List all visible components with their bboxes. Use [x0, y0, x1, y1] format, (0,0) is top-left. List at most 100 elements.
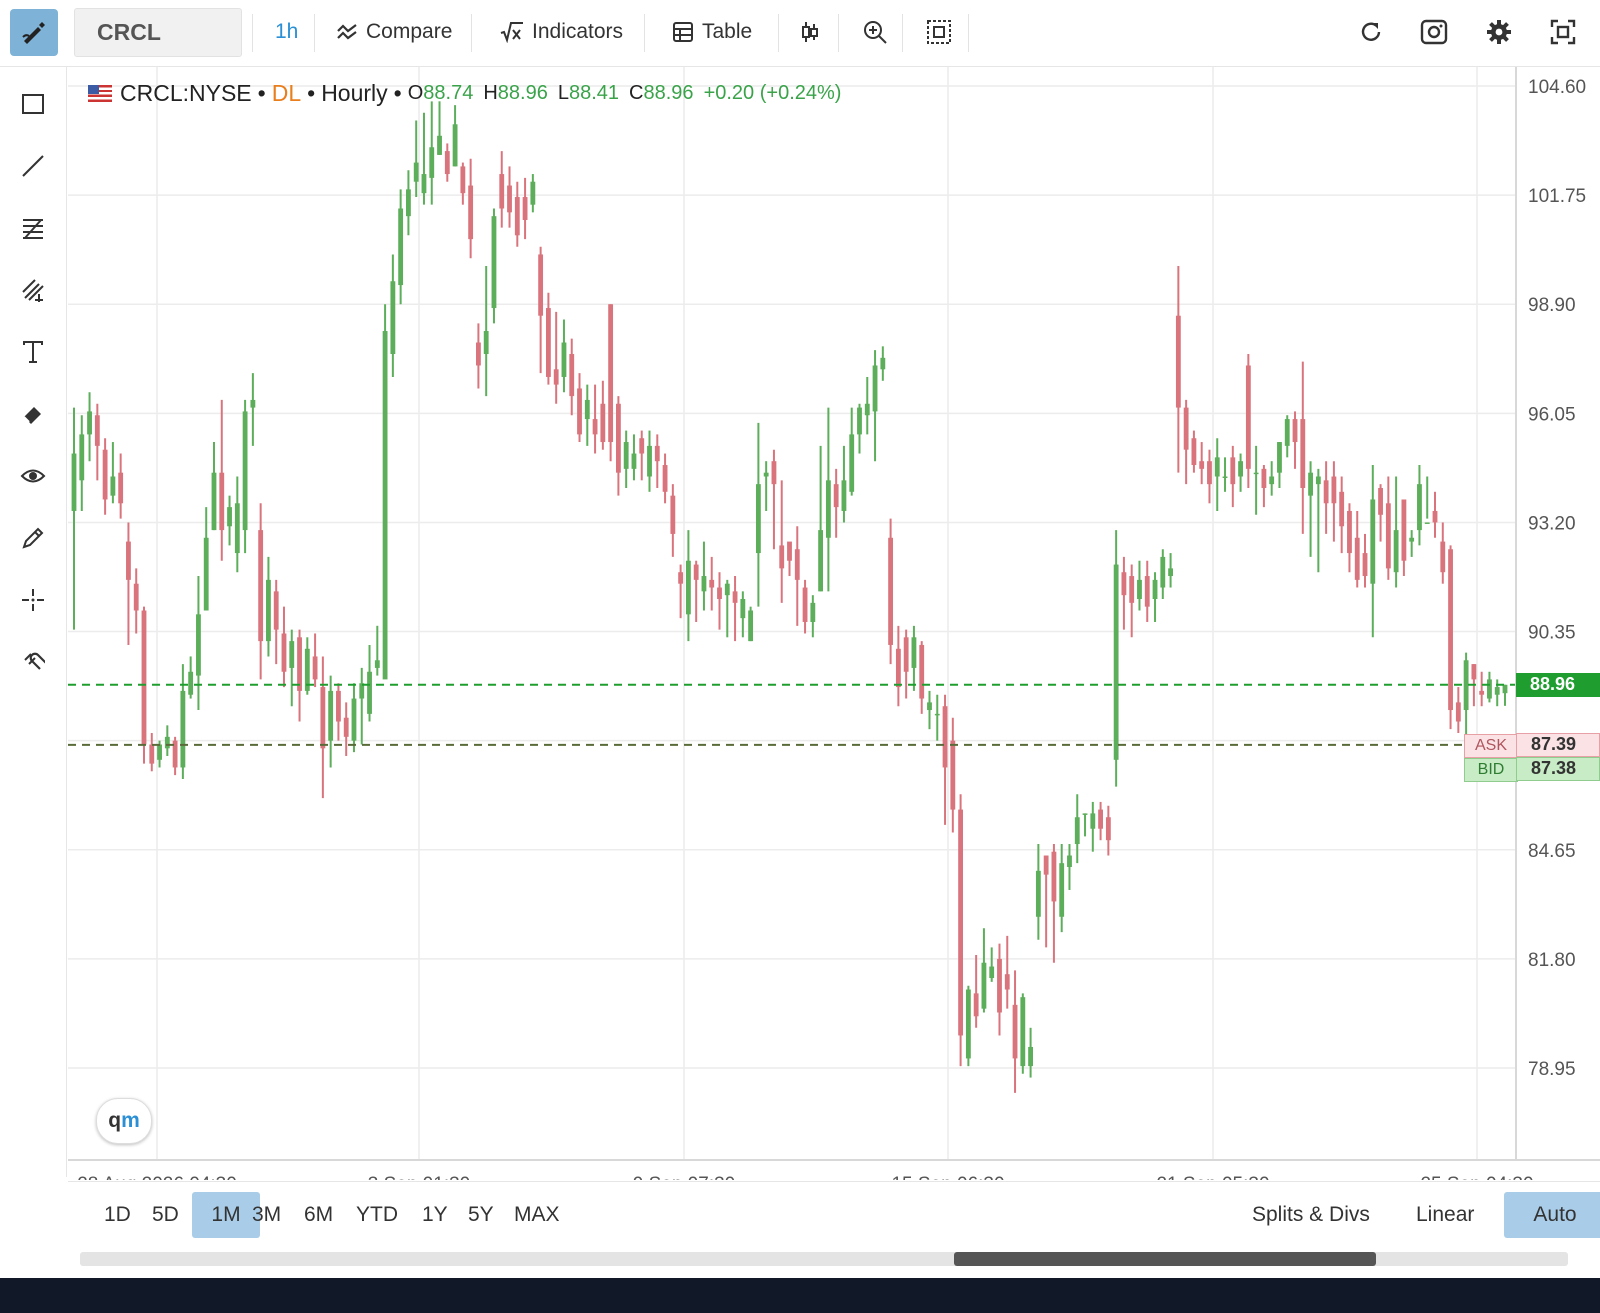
candle-body	[110, 476, 116, 496]
x-tick-label: 15 Sep 06:30	[891, 1174, 1004, 1180]
bottom-strip	[0, 1278, 1600, 1313]
legend-change: +0.20 (+0.24%)	[703, 81, 842, 104]
range-1y[interactable]: 1Y	[422, 1203, 448, 1226]
timeline-scroll-thumb[interactable]	[954, 1252, 1376, 1266]
logo-q: q	[108, 1109, 122, 1132]
y-tick-label: 96.05	[1528, 404, 1576, 425]
candle-body	[413, 162, 419, 182]
indicators-button[interactable]: Indicators	[500, 8, 623, 56]
candle-body	[476, 342, 481, 366]
channel-tool[interactable]	[18, 275, 48, 305]
line-tool[interactable]	[18, 151, 48, 181]
text-tool[interactable]	[18, 337, 48, 367]
eraser-tool[interactable]	[18, 399, 48, 429]
candle-body	[1269, 476, 1275, 485]
candle-body	[569, 353, 575, 397]
candle-body	[1144, 576, 1150, 607]
x-tick-label: 9 Sep 07:30	[633, 1174, 735, 1180]
fullscreen-button[interactable]	[1550, 8, 1576, 56]
candle-body	[1339, 491, 1345, 527]
fullscreen-icon	[1550, 19, 1576, 45]
candle-body	[1463, 660, 1469, 711]
candle-body	[911, 637, 917, 668]
range-5d[interactable]: 5D	[152, 1203, 179, 1226]
range-1d[interactable]: 1D	[104, 1203, 131, 1226]
candle-body	[94, 415, 100, 446]
splits-divs-button[interactable]: Splits & Divs	[1252, 1203, 1370, 1226]
candle-body	[810, 602, 816, 622]
y-tick-label: 104.60	[1528, 77, 1586, 98]
candle-body	[779, 545, 785, 569]
zoom-button[interactable]	[862, 8, 888, 56]
pencil-tool[interactable]	[18, 523, 48, 553]
magnet-icon	[24, 652, 45, 670]
text-icon	[23, 341, 43, 363]
select-box-icon	[927, 20, 951, 44]
chart-legend: CRCL:NYSE • DL • Hourly • O 88.74 H 88.96 …	[88, 78, 841, 108]
candle-body	[1090, 813, 1096, 829]
candle-body	[1074, 817, 1080, 845]
candle-body	[374, 660, 380, 668]
candle-body	[989, 966, 995, 979]
magnet-tool[interactable]	[18, 647, 48, 677]
refresh-button[interactable]	[1358, 8, 1384, 56]
candle-body	[250, 399, 256, 408]
candle-body	[1347, 510, 1352, 554]
interval-button[interactable]: 1h	[275, 20, 299, 43]
candle-body	[685, 560, 691, 615]
candle-body	[491, 216, 497, 309]
draw-tools-button[interactable]	[10, 9, 58, 56]
candle-body	[1168, 568, 1173, 577]
symbol-input[interactable]: CRCL	[74, 8, 242, 57]
rectangle-tool[interactable]	[18, 89, 48, 119]
chart-type-button[interactable]	[798, 8, 822, 56]
ask-tag: ASK	[1464, 733, 1518, 758]
settings-button[interactable]	[1486, 8, 1512, 56]
gear-icon	[1487, 20, 1511, 44]
range-3m[interactable]: 3M	[252, 1203, 282, 1226]
auto-scale-button[interactable]: Auto	[1504, 1192, 1600, 1238]
candle-body	[522, 197, 528, 220]
legend-close-key: C	[629, 81, 644, 104]
legend-frequency: Hourly	[321, 79, 388, 106]
candle-body	[545, 308, 551, 377]
candle-body	[1121, 572, 1127, 596]
candle-body	[102, 449, 108, 500]
candle-body	[942, 706, 948, 768]
range-1m[interactable]: 1M	[192, 1192, 260, 1238]
candle-body	[1043, 855, 1049, 875]
legend-low-key: L	[557, 81, 569, 104]
candle-body	[1487, 679, 1492, 699]
candle-body	[1245, 365, 1251, 469]
table-label: Table	[702, 20, 753, 43]
visibility-tool[interactable]	[18, 461, 48, 491]
candle-body	[553, 369, 559, 385]
toolbar-divider	[252, 14, 253, 52]
range-5y[interactable]: 5Y	[468, 1203, 494, 1226]
range-6m[interactable]: 6M	[304, 1203, 334, 1226]
screenshot-button[interactable]	[1420, 8, 1448, 56]
compare-button[interactable]: Compare	[336, 8, 452, 56]
table-button[interactable]: Table	[672, 8, 752, 56]
candle-body	[351, 698, 357, 741]
candle-body	[1183, 407, 1189, 450]
range-max[interactable]: MAX	[514, 1203, 560, 1226]
candle-body	[794, 549, 800, 580]
x-tick-label: 21 Sep 05:30	[1156, 1174, 1269, 1180]
candle-body	[903, 637, 909, 672]
legend-low: 88.41	[568, 81, 620, 104]
candle-body	[437, 135, 442, 155]
fibonacci-tool[interactable]	[18, 213, 48, 243]
linear-scale-button[interactable]: Linear	[1416, 1203, 1475, 1226]
crosshair-tool[interactable]	[18, 585, 48, 615]
candle-body	[1370, 499, 1376, 584]
plot-area	[68, 67, 1516, 1160]
candle-body	[79, 434, 85, 481]
select-area-button[interactable]	[926, 8, 952, 56]
toolbar-divider	[778, 14, 779, 52]
candle-body	[1409, 537, 1415, 542]
candle-body	[1385, 503, 1391, 569]
price-chart[interactable]: 104.60101.7598.9096.0593.2090.3587.5084.…	[0, 0, 1600, 1180]
range-ytd[interactable]: YTD	[356, 1203, 398, 1226]
